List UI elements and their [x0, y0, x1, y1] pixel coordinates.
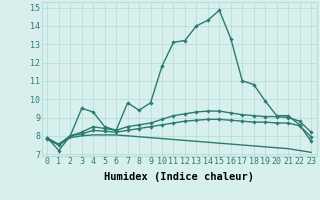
X-axis label: Humidex (Indice chaleur): Humidex (Indice chaleur)	[104, 172, 254, 182]
